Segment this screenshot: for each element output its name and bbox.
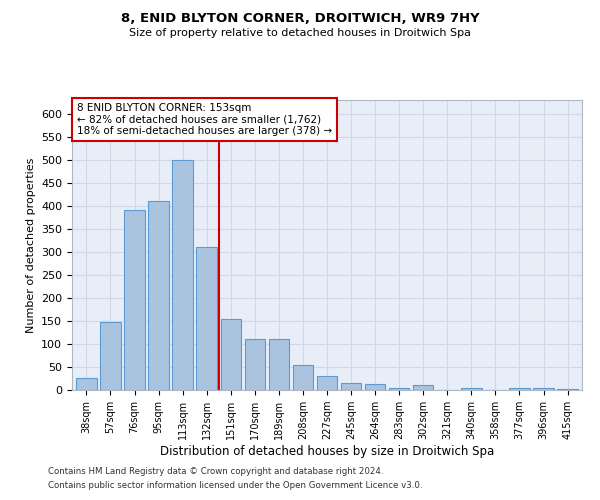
Bar [293, 364, 313, 390]
Bar [533, 388, 554, 390]
Bar [269, 340, 289, 390]
Bar [196, 248, 217, 390]
Bar [100, 322, 121, 390]
Bar [389, 388, 409, 390]
Bar [124, 210, 145, 390]
Bar [317, 376, 337, 390]
Bar [509, 388, 530, 390]
Bar [245, 340, 265, 390]
Bar [413, 386, 433, 390]
Bar [557, 389, 578, 390]
Bar [221, 318, 241, 390]
Text: 8, ENID BLYTON CORNER, DROITWICH, WR9 7HY: 8, ENID BLYTON CORNER, DROITWICH, WR9 7H… [121, 12, 479, 26]
Bar [148, 202, 169, 390]
Y-axis label: Number of detached properties: Number of detached properties [26, 158, 35, 332]
Text: Contains HM Land Registry data © Crown copyright and database right 2024.: Contains HM Land Registry data © Crown c… [48, 467, 383, 476]
Text: Contains public sector information licensed under the Open Government Licence v3: Contains public sector information licen… [48, 481, 422, 490]
Text: 8 ENID BLYTON CORNER: 153sqm
← 82% of detached houses are smaller (1,762)
18% of: 8 ENID BLYTON CORNER: 153sqm ← 82% of de… [77, 103, 332, 136]
Bar [172, 160, 193, 390]
X-axis label: Distribution of detached houses by size in Droitwich Spa: Distribution of detached houses by size … [160, 445, 494, 458]
Bar [365, 384, 385, 390]
Bar [341, 383, 361, 390]
Bar [461, 388, 482, 390]
Text: Size of property relative to detached houses in Droitwich Spa: Size of property relative to detached ho… [129, 28, 471, 38]
Bar [76, 378, 97, 390]
